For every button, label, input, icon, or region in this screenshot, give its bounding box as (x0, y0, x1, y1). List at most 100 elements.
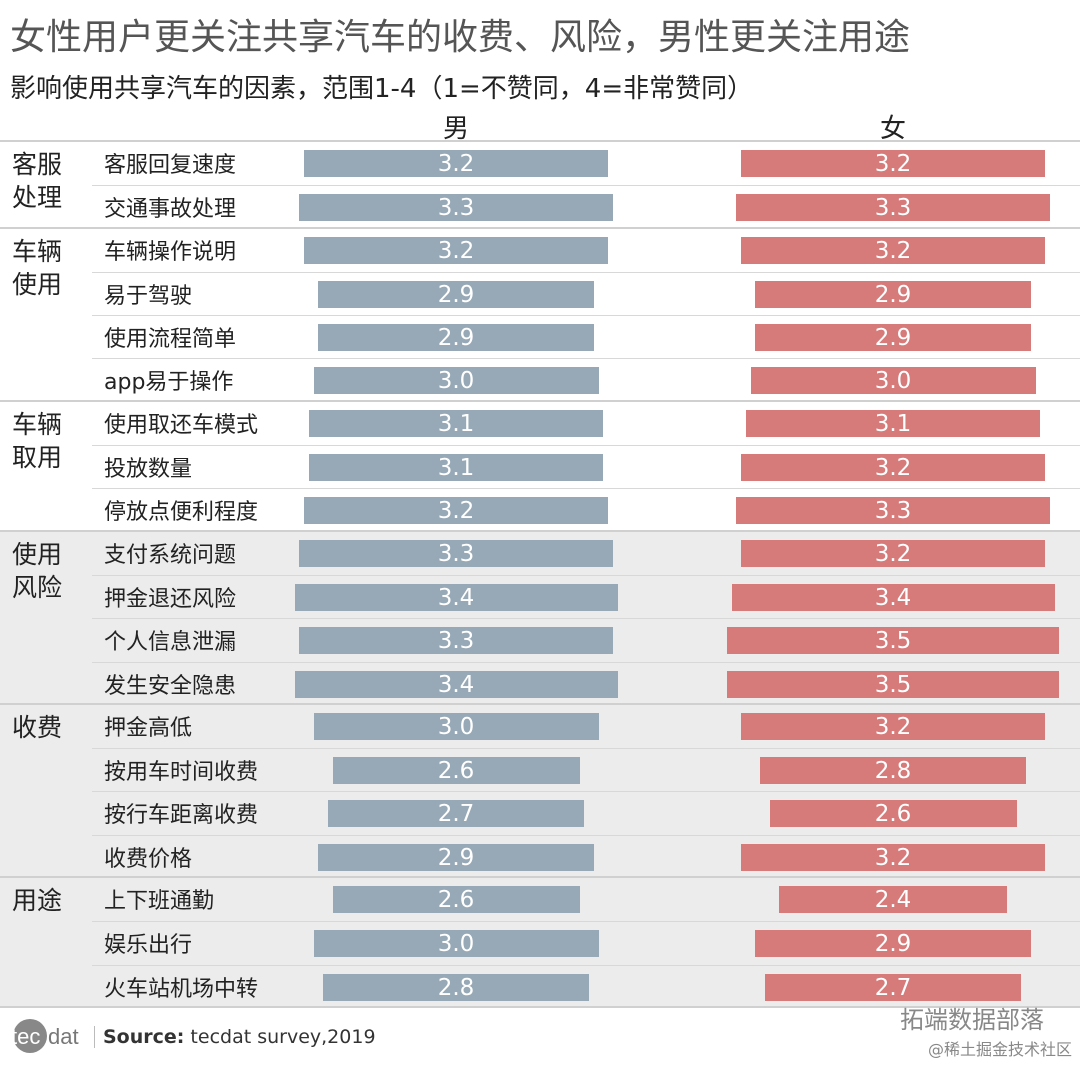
watermark: 拓端数据部落 (900, 1006, 1044, 1034)
item-label: 押金高低 (104, 715, 193, 741)
bar-female: 2.7 (764, 973, 1022, 1001)
group-label: 车辆使用 (12, 236, 63, 299)
chart-row: 按用车时间收费 2.6 2.8 (92, 748, 1080, 792)
bar-female: 2.9 (755, 930, 1031, 958)
chart-row: 押金高低 3.0 3.2 (92, 705, 1080, 748)
bar-male: 3.0 (313, 367, 599, 395)
bar-female: 3.1 (745, 409, 1041, 437)
bar-male: 3.2 (304, 236, 608, 264)
svg-text:tec: tec (11, 1024, 40, 1049)
chart-row: 投放数量 3.1 3.2 (92, 445, 1080, 489)
chart-row: 个人信息泄漏 3.3 3.5 (92, 618, 1080, 662)
bar-female: 3.2 (741, 150, 1045, 177)
item-label: 投放数量 (104, 457, 193, 483)
bar-female: 3.0 (750, 367, 1036, 395)
bar-male: 3.1 (308, 454, 604, 482)
chart-subtitle: 影响使用共享汽车的因素，范围1-4（1=不赞同，4=非常赞同） (10, 74, 754, 104)
item-label: 火车站机场中转 (104, 976, 259, 1002)
bar-female: 3.4 (731, 583, 1055, 611)
item-label: 押金退还风险 (104, 586, 237, 612)
bar-male: 2.9 (318, 843, 594, 871)
item-label: 易于驾驶 (104, 283, 193, 309)
bar-female: 3.2 (741, 712, 1045, 740)
chart-row: 车辆操作说明 3.2 3.2 (92, 229, 1080, 272)
group-5: 用途 上下班通勤 2.6 2.4 娱乐出行 3.0 2.9 火车站机场中转 2.8 2.7 (0, 876, 1080, 1008)
bar-female: 3.2 (741, 236, 1045, 264)
footer: tec dat Source: tecdat survey,2019 拓端数据部… (0, 1006, 1080, 1065)
column-header-male: 男 (442, 114, 469, 144)
bar-male: 3.3 (299, 194, 613, 222)
bar-chart: 客服处理 客服回复速度 3.2 3.2 交通事故处理 3.3 3.3 车辆使用 车辆操作说明 3.… (0, 140, 1080, 1008)
bar-male: 3.4 (294, 670, 618, 698)
chart-row: 火车站机场中转 2.8 2.7 (92, 964, 1080, 1009)
group-0: 客服处理 客服回复速度 3.2 3.2 交通事故处理 3.3 3.3 (0, 140, 1080, 229)
bar-male: 2.6 (332, 886, 580, 914)
group-label: 客服处理 (12, 150, 63, 212)
item-label: 收费价格 (104, 846, 193, 872)
item-label: 车辆操作说明 (104, 239, 237, 265)
source-note: Source: tecdat survey,2019 (94, 1026, 376, 1048)
item-label: 交通事故处理 (104, 197, 237, 223)
item-label: 发生安全隐患 (104, 673, 237, 699)
bar-male: 3.0 (313, 712, 599, 740)
chart-row: 交通事故处理 3.3 3.3 (92, 185, 1080, 229)
bar-female: 3.3 (736, 194, 1050, 222)
item-label: 支付系统问题 (104, 542, 237, 568)
bar-female: 2.9 (755, 324, 1031, 352)
item-label: app易于操作 (104, 370, 234, 396)
column-header-female: 女 (879, 114, 906, 144)
item-label: 上下班通勤 (104, 889, 215, 915)
chart-row: 使用流程简单 2.9 2.9 (92, 315, 1080, 359)
bar-female: 3.5 (726, 627, 1060, 655)
bar-male: 3.0 (313, 930, 599, 958)
chart-row: 客服回复速度 3.2 3.2 (92, 142, 1080, 185)
group-1: 车辆使用 车辆操作说明 3.2 3.2 易于驾驶 2.9 2.9 使用流程简单 2.9 2.9 ap… (0, 226, 1080, 402)
bar-male: 3.4 (294, 583, 618, 611)
svg-text:dat: dat (48, 1024, 79, 1049)
bar-female: 2.6 (769, 800, 1017, 828)
group-label: 车辆取用 (12, 409, 63, 472)
bar-female: 2.8 (760, 757, 1026, 785)
bar-male: 3.1 (308, 409, 604, 437)
chart-row: 押金退还风险 3.4 3.4 (92, 574, 1080, 619)
item-label: 按用车时间收费 (104, 760, 259, 786)
bar-male: 3.3 (299, 627, 613, 655)
bar-male: 3.2 (304, 150, 608, 177)
watermark-sub: @稀土掘金技术社区 (927, 1040, 1072, 1059)
bar-male: 2.6 (332, 757, 580, 785)
chart-row: app易于操作 3.0 3.0 (92, 358, 1080, 402)
bar-female: 3.5 (726, 670, 1060, 698)
bar-male: 2.8 (323, 973, 589, 1001)
item-label: 按行车距离收费 (104, 803, 259, 829)
group-4: 收费 押金高低 3.0 3.2 按用车时间收费 2.6 2.8 按行车距离收费 2.7 2.6 收费… (0, 702, 1080, 879)
bar-male: 2.9 (318, 324, 594, 352)
chart-row: 收费价格 2.9 3.2 (92, 834, 1080, 879)
chart-row: 易于驾驶 2.9 2.9 (92, 271, 1080, 316)
group-label: 使用风险 (12, 539, 63, 602)
group-label: 用途 (12, 886, 63, 916)
chart-row: 上下班通勤 2.6 2.4 (92, 878, 1080, 921)
group-2: 车辆取用 使用取还车模式 3.1 3.1 投放数量 3.1 3.2 停放点便利程度 3.2 3.3 (0, 399, 1080, 532)
bar-female: 3.3 (736, 497, 1050, 525)
bar-female: 3.2 (741, 454, 1045, 482)
bar-male: 3.2 (304, 497, 608, 525)
group-label: 收费 (12, 712, 63, 742)
bar-female: 2.9 (755, 280, 1031, 308)
item-label: 使用取还车模式 (104, 412, 259, 438)
chart-row: 使用取还车模式 3.1 3.1 (92, 402, 1080, 445)
bar-female: 2.4 (779, 886, 1007, 914)
chart-row: 停放点便利程度 3.2 3.3 (92, 488, 1080, 532)
item-label: 娱乐出行 (104, 933, 193, 959)
chart-row: 发生安全隐患 3.4 3.5 (92, 661, 1080, 706)
group-3: 使用风险 支付系统问题 3.3 3.2 押金退还风险 3.4 3.4 个人信息泄漏 3.3 3.5… (0, 529, 1080, 706)
bar-male: 3.3 (299, 539, 613, 567)
bar-male: 2.7 (327, 800, 585, 828)
bar-male: 2.9 (318, 280, 594, 308)
bar-female: 3.2 (741, 843, 1045, 871)
item-label: 使用流程简单 (104, 327, 237, 353)
bar-female: 3.2 (741, 539, 1045, 567)
item-label: 个人信息泄漏 (104, 630, 237, 656)
chart-row: 支付系统问题 3.3 3.2 (92, 532, 1080, 575)
item-label: 客服回复速度 (104, 153, 237, 178)
chart-row: 按行车距离收费 2.7 2.6 (92, 791, 1080, 835)
